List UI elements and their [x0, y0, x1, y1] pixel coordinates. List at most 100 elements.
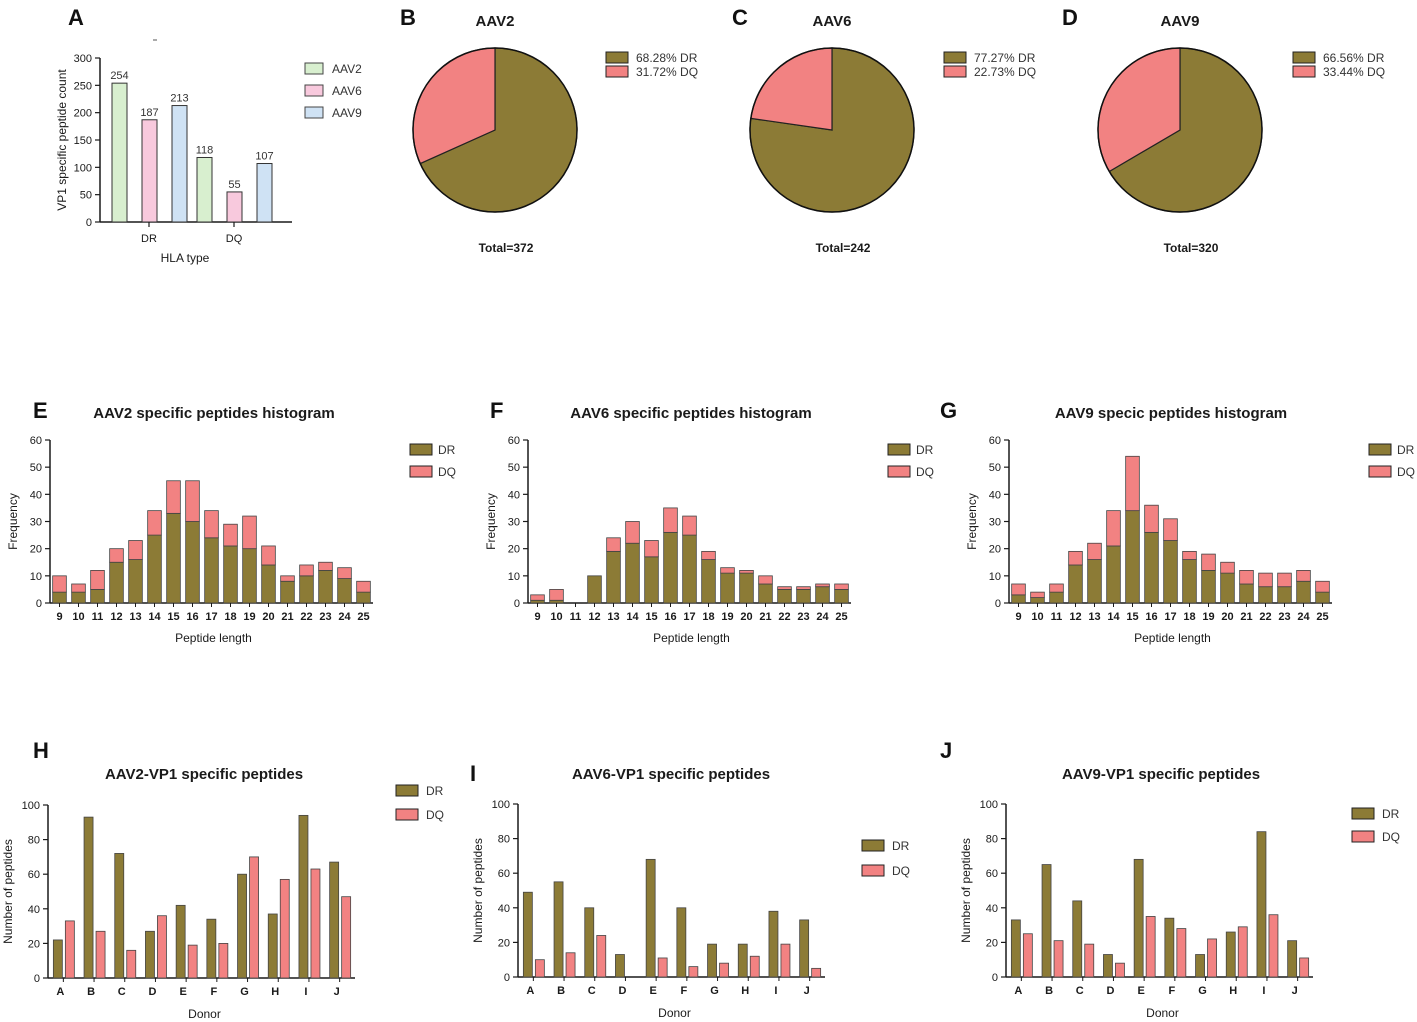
panel-i-y-tick-label: 0	[504, 972, 510, 984]
bar-dr-25	[1315, 591, 1330, 604]
x-tick-label: E	[1137, 985, 1144, 997]
bar-dr-23	[796, 589, 811, 604]
x-tick-label: 22	[778, 611, 790, 623]
bar-dr-donor-e	[1133, 858, 1144, 978]
bar-aav6-dq	[226, 191, 243, 223]
legend-swatch-dr	[395, 784, 419, 797]
bar-dr-21	[758, 583, 773, 604]
bar-dq-12	[1068, 550, 1083, 566]
legend-swatch-dq	[887, 465, 911, 478]
x-tick-label: 25	[357, 611, 369, 623]
bar-dq-16	[1144, 504, 1159, 533]
legend-swatch-dr	[1368, 443, 1392, 456]
legend-label: DQ	[438, 465, 456, 479]
x-tick-label: H	[1229, 985, 1237, 997]
panel-i-y-tick-label: 20	[498, 937, 510, 949]
panel-e-y-tick-label: 40	[30, 489, 42, 501]
x-axis-title: Peptide length	[1134, 631, 1211, 645]
panel-a-y-tick-label: 0	[86, 217, 92, 229]
bar-dq-22	[777, 586, 792, 590]
bar-dr-donor-e	[645, 858, 656, 978]
bar-dr-16	[185, 521, 200, 604]
bar-dr-19	[720, 572, 735, 604]
bar-dr-24	[337, 578, 352, 604]
bar-dr-donor-c	[584, 907, 595, 978]
panel-a-y-tick-label: 200	[74, 108, 92, 120]
bar-dr-donor-i	[298, 814, 309, 979]
bar-dr-donor-c	[114, 853, 125, 979]
bar-dq-donor-e	[187, 944, 198, 979]
x-tick-label: 24	[338, 611, 351, 623]
legend-swatch-aav9	[304, 106, 324, 119]
bar-dr-donor-d	[615, 954, 625, 978]
chart-title: AAV2 specific peptides histogram	[93, 405, 334, 422]
bar-dr-donor-a	[1010, 919, 1021, 978]
panel-letter-e: E	[33, 398, 48, 423]
x-tick-label: 15	[645, 611, 657, 623]
bar-value-label: 254	[110, 70, 128, 82]
x-tick-label: 23	[1278, 611, 1290, 623]
panel-h-y-tick-label: 20	[28, 938, 40, 950]
bar-dq-donor-f	[218, 943, 229, 979]
x-tick-label: A	[526, 985, 534, 997]
y-axis-title: Frequency	[6, 493, 20, 550]
bar-dr-12	[1068, 564, 1083, 604]
x-tick-label: D	[1106, 985, 1114, 997]
bar-dr-donor-i	[768, 910, 779, 978]
bar-dq-17	[682, 515, 697, 536]
bar-dq-donor-i	[780, 943, 791, 978]
bar-dr-20	[1220, 572, 1235, 604]
panel-a: A 0 50 100 150 200 250 300 254 187 213 DR 118 55 107 DQ…	[55, 5, 362, 265]
legend-label: DQ	[1382, 830, 1400, 844]
bar-dq-donor-a	[1022, 933, 1033, 978]
bar-dr-10	[71, 591, 86, 604]
y-axis-title: Number of peptides	[471, 838, 485, 943]
bar-aav9-dr	[171, 105, 188, 223]
legend-swatch-dr	[943, 51, 967, 64]
bar-dr-15	[1125, 510, 1140, 604]
bar-dq-18	[223, 523, 238, 547]
bar-dr-donor-d	[1103, 954, 1113, 978]
legend-swatch-aav6	[304, 84, 324, 97]
bar-dq-donor-c	[1084, 943, 1095, 978]
x-tick-label: 24	[1297, 611, 1310, 623]
x-tick-label: E	[649, 985, 656, 997]
x-tick-label: 18	[702, 611, 714, 623]
panel-h-y-tick-label: 80	[28, 835, 40, 847]
pie-title: AAV9	[1161, 13, 1200, 30]
legend-swatch-dq	[409, 465, 433, 478]
bar-dq-donor-i	[1268, 914, 1279, 978]
panel-letter-j: J	[940, 738, 952, 763]
bar-dq-donor-b	[1053, 940, 1064, 978]
legend-swatch-dq	[1292, 65, 1316, 78]
legend-label: DR	[426, 784, 444, 798]
bar-dq-20	[739, 570, 754, 574]
panel-g: G AAV9 specic peptides histogram 0 10 20 30 40…	[940, 398, 1415, 645]
bar-dr-21	[1239, 583, 1254, 604]
x-tick-label: G	[1198, 985, 1207, 997]
x-tick-label: 18	[1183, 611, 1195, 623]
panel-i-y-tick-label: 40	[498, 903, 510, 915]
panel-letter-g: G	[940, 398, 957, 423]
bar-dq-23	[318, 561, 333, 571]
x-tick-label: 17	[683, 611, 695, 623]
panel-a-y-tick-label: 300	[74, 53, 92, 65]
x-tick-label: C	[588, 985, 596, 997]
x-tick-label: J	[334, 986, 340, 998]
bar-dq-24	[1296, 570, 1311, 582]
bar-dr-23	[1277, 586, 1292, 604]
bar-dq-19	[720, 567, 735, 574]
x-tick-label: 9	[56, 611, 62, 623]
x-tick-label: D	[618, 985, 626, 997]
bar-dq-17	[204, 510, 219, 539]
bar-dr-donor-a	[522, 891, 533, 978]
x-tick-label: 20	[262, 611, 274, 623]
bar-dr-donor-f	[1164, 917, 1175, 978]
chart-title: AAV6-VP1 specific peptides	[572, 766, 770, 783]
bar-dq-donor-e	[1145, 916, 1156, 978]
legend-label: DQ	[1397, 465, 1415, 479]
bar-dq-donor-j	[341, 896, 352, 979]
bar-dr-19	[242, 548, 257, 604]
bar-dr-13	[128, 559, 143, 604]
